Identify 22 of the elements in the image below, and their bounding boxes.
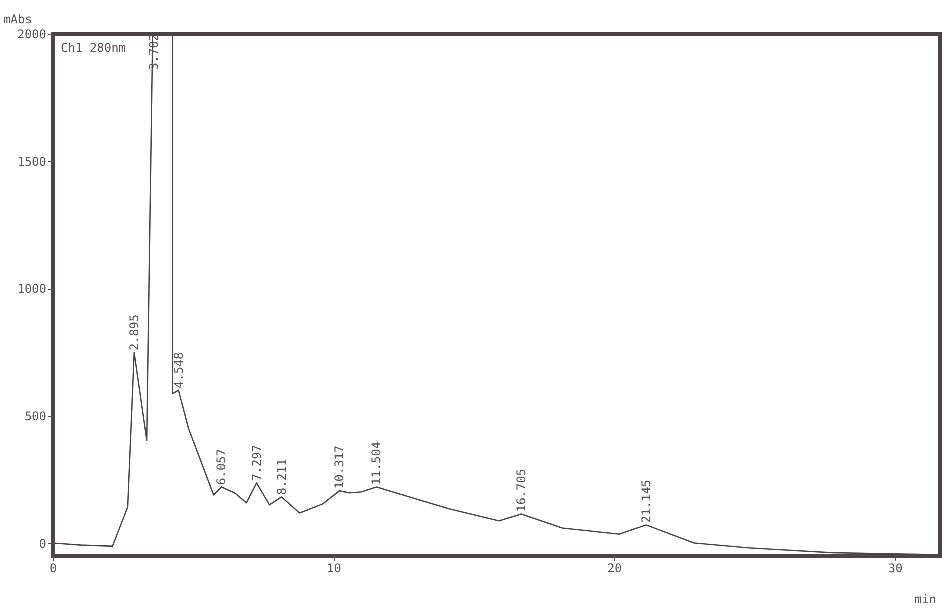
annotation: 4.548 — [172, 352, 186, 388]
annotation: 6.057 — [214, 449, 229, 486]
y-tick-label: 0 — [39, 536, 46, 551]
x-axis-title: min — [914, 592, 936, 606]
x-tick-label: 20 — [608, 562, 622, 576]
annotation: 10.317 — [332, 446, 347, 490]
x-tick-label: 10 — [326, 562, 342, 576]
annotation: 7.297 — [250, 445, 264, 482]
annotation: 3.702 — [147, 34, 162, 70]
annotation: 11.504 — [370, 442, 384, 486]
annotation: 2.895 — [127, 314, 142, 351]
x-tick-label: 30 — [888, 562, 903, 576]
annotation: 8.211 — [274, 459, 289, 496]
annotation: 16.705 — [514, 468, 528, 512]
y-tick-label: 1500 — [18, 154, 46, 169]
y-tick-label: 500 — [24, 409, 46, 424]
annotation: 21.145 — [639, 480, 654, 524]
y-axis-title: mAbs — [4, 12, 32, 26]
y-tick-label: 1000 — [18, 282, 46, 296]
y-tick-label: 2000 — [18, 28, 46, 42]
annotation: Ch1 280nm — [61, 41, 126, 55]
x-tick-label: 0 — [50, 562, 58, 576]
